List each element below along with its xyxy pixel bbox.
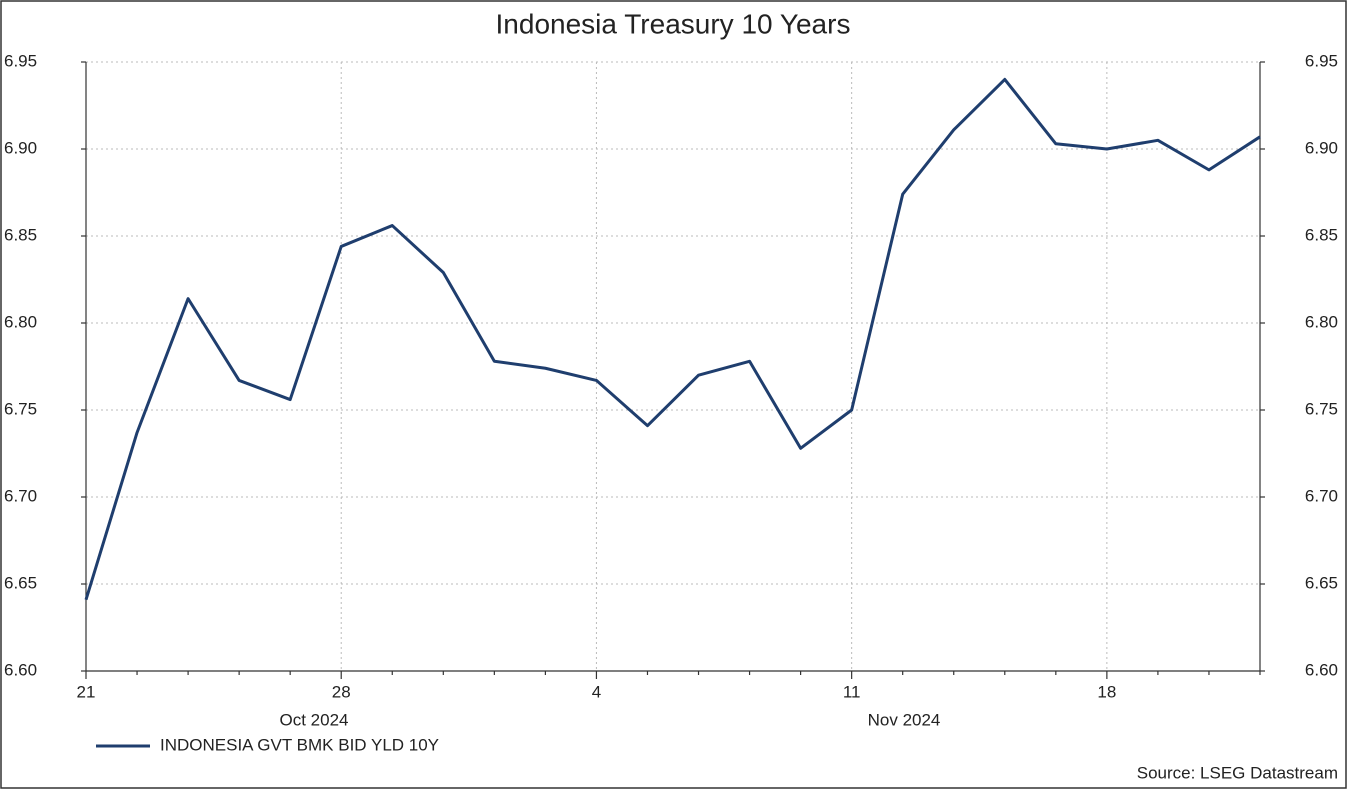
y2-tick-label: 6.60 [1305,660,1338,679]
x-tick-label: 4 [592,682,601,701]
x-tick-label: 21 [77,682,96,701]
y2-tick-label: 6.65 [1305,573,1338,592]
line [84,77,1261,601]
legend-label: INDONESIA GVT BMK BID YLD 10Y [160,735,439,754]
month-label: Nov 2024 [868,710,941,729]
chart-title: Indonesia Treasury 10 Years [496,8,851,39]
y-tick-label: 6.65 [4,573,37,592]
y2-tick-label: 6.90 [1305,138,1338,157]
y-tick-label: 6.90 [4,138,37,157]
y-tick-label: 6.80 [4,312,37,331]
x-tick-label: 11 [843,682,861,701]
y-tick-label: 6.70 [4,486,37,505]
month-label: Oct 2024 [280,710,349,729]
y2-tick-label: 6.80 [1305,312,1338,331]
y2-tick-label: 6.85 [1305,225,1338,244]
y-tick-label: 6.85 [4,225,37,244]
y-tick-label: 6.60 [4,660,37,679]
y-tick-label: 6.95 [4,51,37,70]
y2-tick-label: 6.95 [1305,51,1338,70]
y2-tick-label: 6.70 [1305,486,1338,505]
y-tick-label: 6.75 [4,399,37,418]
source: Source: LSEG Datastream [1137,763,1338,782]
x-tick-label: 18 [1097,682,1116,701]
x-tick-label: 28 [332,682,351,701]
y2-tick-label: 6.75 [1305,399,1338,418]
